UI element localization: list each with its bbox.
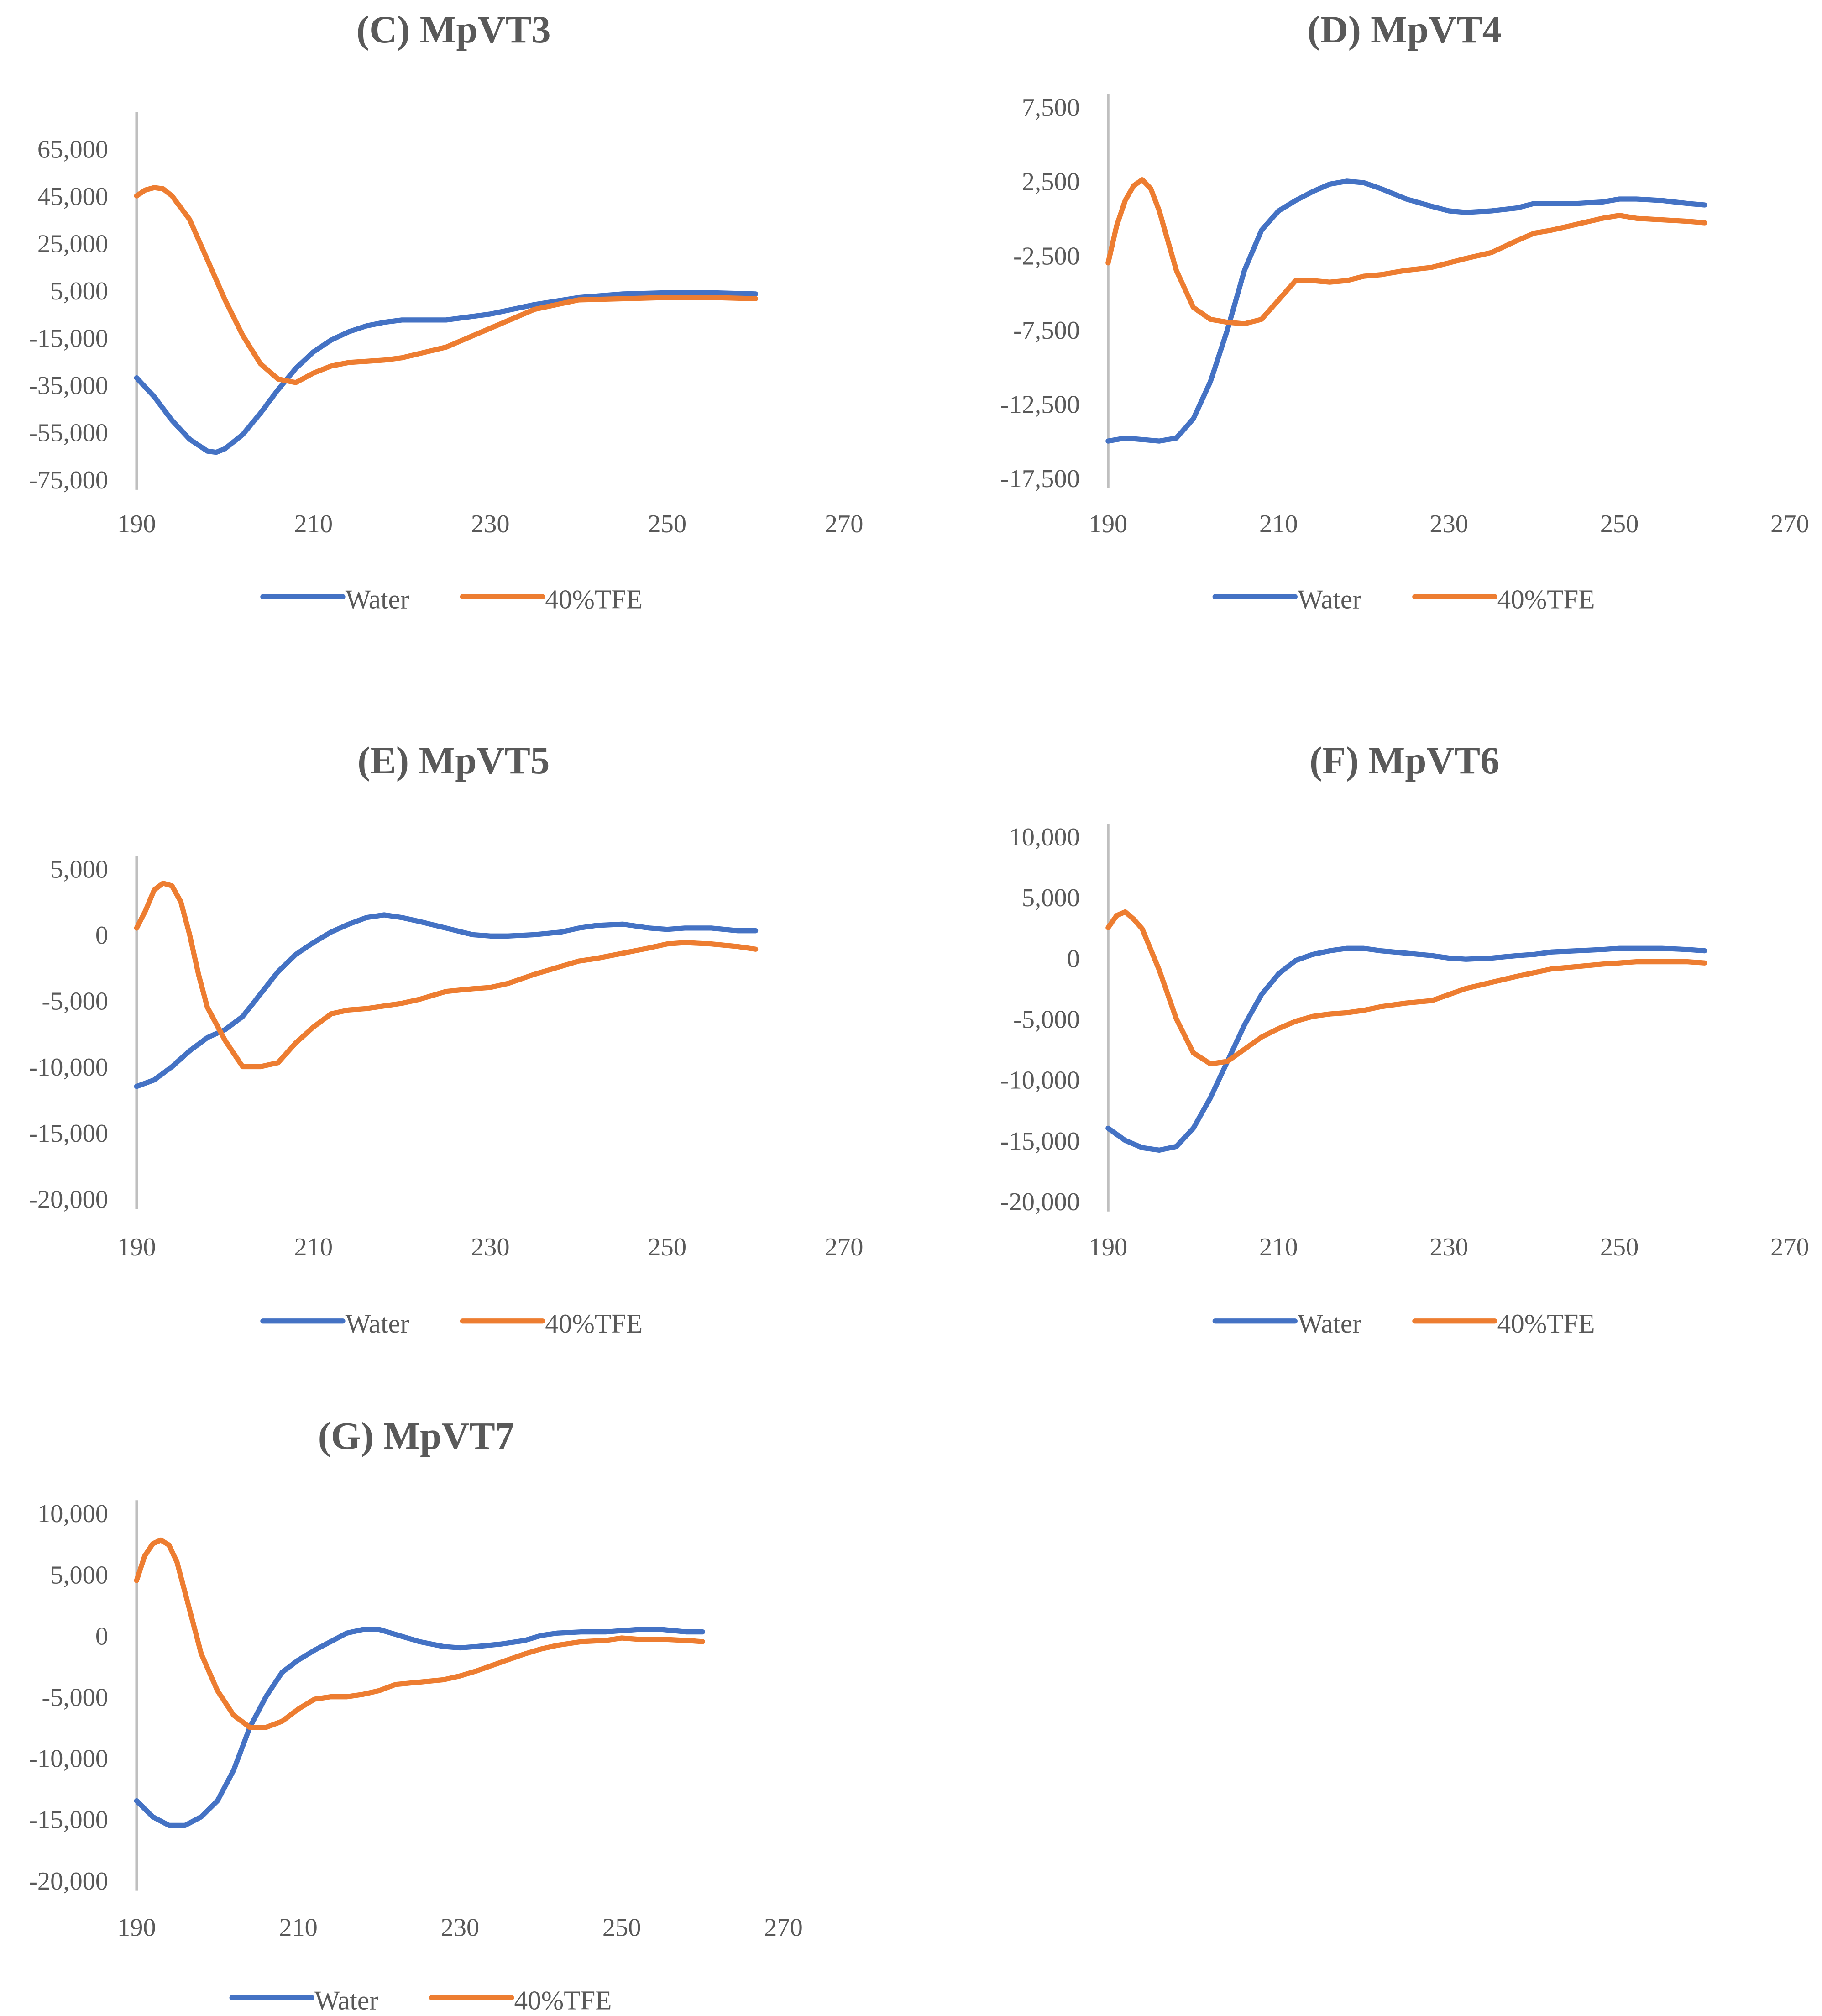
y-tick-label: 65,000 xyxy=(37,135,108,163)
legend-label: 40%TFE xyxy=(514,1985,612,2015)
y-tick-label: 5,000 xyxy=(50,856,108,884)
y-tick-label: 5,000 xyxy=(1022,884,1080,912)
chart-panel: (C) MpVT3 -75,000 -55,000 -35,000 -15,000 5,0… xyxy=(29,9,863,614)
series-line-water xyxy=(134,1627,705,1828)
y-tick-label: 5,000 xyxy=(50,277,108,305)
chart-panel: (D) MpVT4 -17,500 -12,500 -7,500 -2,500 2,500… xyxy=(1000,9,1809,614)
y-tick-label: 10,000 xyxy=(1009,823,1080,851)
legend-label: 40%TFE xyxy=(545,584,643,614)
x-tick-label: 250 xyxy=(648,1233,686,1261)
y-tick-label: 0 xyxy=(95,921,108,950)
x-tick-label: 270 xyxy=(764,1913,803,1942)
y-tick-label: -12,500 xyxy=(1000,391,1080,419)
y-tick-label: 7,500 xyxy=(1022,94,1080,122)
y-tick-label: -5,000 xyxy=(1013,1005,1080,1034)
y-tick-label: -15,000 xyxy=(29,1119,108,1148)
chart-title: (D) MpVT4 xyxy=(1307,9,1502,51)
x-tick-label: 190 xyxy=(117,1913,156,1942)
x-tick-label: 230 xyxy=(1429,1233,1468,1261)
legend-label: 40%TFE xyxy=(1497,584,1595,614)
x-tick-label: 230 xyxy=(471,1233,510,1261)
series-line-40tfe xyxy=(1105,909,1707,1066)
x-tick-label: 250 xyxy=(1600,1233,1639,1261)
y-tick-label: -2,500 xyxy=(1013,242,1080,270)
series-line-40tfe xyxy=(134,880,759,1070)
x-tick-label: 190 xyxy=(1089,510,1128,538)
y-tick-label: 2,500 xyxy=(1022,168,1080,196)
x-tick-label: 230 xyxy=(1429,510,1468,538)
y-tick-label: -35,000 xyxy=(29,372,108,400)
x-tick-label: 270 xyxy=(1770,510,1809,538)
y-tick-label: -20,000 xyxy=(29,1185,108,1213)
chart-panel: (F) MpVT6 -20,000 -15,000 -10,000 -5,000 0 5,0… xyxy=(1000,740,1809,1339)
x-tick-label: 210 xyxy=(294,510,333,538)
x-tick-label: 190 xyxy=(117,510,156,538)
x-tick-label: 210 xyxy=(1259,510,1298,538)
y-tick-label: -15,000 xyxy=(29,324,108,352)
series-line-40tfe xyxy=(1105,177,1707,326)
y-tick-label: -7,500 xyxy=(1013,316,1080,345)
series-line-water xyxy=(1105,945,1707,1153)
series-line-water xyxy=(1105,178,1707,444)
y-tick-label: 0 xyxy=(1067,945,1080,973)
x-tick-label: 210 xyxy=(1259,1233,1298,1261)
y-tick-label: 25,000 xyxy=(37,230,108,258)
x-tick-label: 210 xyxy=(279,1913,318,1942)
legend-label: Water xyxy=(1298,584,1361,614)
chart-title: (F) MpVT6 xyxy=(1309,740,1499,782)
y-tick-label: -20,000 xyxy=(1000,1188,1080,1216)
series-line-water xyxy=(134,912,759,1089)
chart-title: (G) MpVT7 xyxy=(318,1415,514,1457)
chart-title: (C) MpVT3 xyxy=(356,9,551,51)
x-tick-label: 250 xyxy=(1600,510,1639,538)
chart-panel: (E) MpVT5 -20,000 -15,000 -10,000 -5,000 0 5,0… xyxy=(29,740,863,1339)
x-tick-label: 250 xyxy=(648,510,686,538)
x-tick-label: 270 xyxy=(825,1233,864,1261)
series-line-40tfe xyxy=(134,1537,705,1730)
y-tick-label: 0 xyxy=(95,1622,108,1650)
y-tick-label: -5,000 xyxy=(42,1684,108,1712)
y-tick-label: -17,500 xyxy=(1000,465,1080,493)
y-tick-label: -10,000 xyxy=(29,1053,108,1082)
y-tick-label: 10,000 xyxy=(37,1500,108,1528)
y-tick-label: -55,000 xyxy=(29,419,108,447)
chart-panel: (G) MpVT7 -20,000 -15,000 -10,000 -5,000 0 5,0… xyxy=(29,1415,803,2015)
x-tick-label: 210 xyxy=(294,1233,333,1261)
x-tick-label: 230 xyxy=(471,510,510,538)
y-tick-label: -15,000 xyxy=(1000,1127,1080,1155)
legend-label: Water xyxy=(314,1985,378,2015)
y-tick-label: -75,000 xyxy=(29,466,108,494)
y-tick-label: -10,000 xyxy=(1000,1066,1080,1095)
x-tick-label: 190 xyxy=(117,1233,156,1261)
series-line-water xyxy=(134,290,759,455)
legend-label: 40%TFE xyxy=(545,1308,643,1339)
y-tick-label: -15,000 xyxy=(29,1806,108,1834)
x-tick-label: 190 xyxy=(1089,1233,1128,1261)
x-tick-label: 230 xyxy=(441,1913,480,1942)
legend-label: Water xyxy=(346,1308,409,1339)
y-tick-label: -10,000 xyxy=(29,1745,108,1773)
chart-title: (E) MpVT5 xyxy=(357,740,550,782)
legend-label: Water xyxy=(1298,1308,1361,1339)
x-tick-label: 250 xyxy=(602,1913,641,1942)
x-tick-label: 270 xyxy=(825,510,864,538)
y-tick-label: 45,000 xyxy=(37,183,108,211)
legend-label: 40%TFE xyxy=(1497,1308,1595,1339)
y-tick-label: 5,000 xyxy=(50,1561,108,1589)
y-tick-label: -20,000 xyxy=(29,1867,108,1895)
legend-label: Water xyxy=(346,584,409,614)
x-tick-label: 270 xyxy=(1770,1233,1809,1261)
series-line-40tfe xyxy=(134,185,759,385)
y-tick-label: -5,000 xyxy=(42,987,108,1016)
